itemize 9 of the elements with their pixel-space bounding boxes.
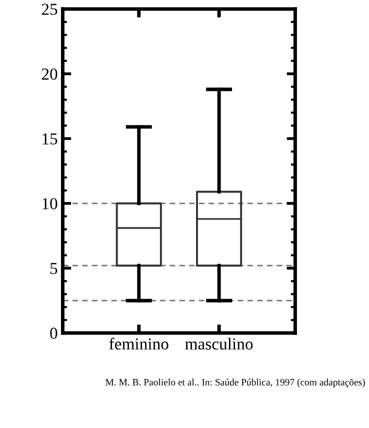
text: M. M. B. Paolielo et al.. In: Saúde Pública, 1997 (com adaptações) <box>106 378 365 388</box>
x-tick-label: feminino <box>109 338 168 350</box>
y-tick-label: 15 <box>42 133 58 145</box>
y-tick-label: 20 <box>42 68 58 80</box>
y-tick-label: 0 <box>50 328 58 339</box>
y-tick-label: 10 <box>42 198 58 210</box>
y-tick-label: 25 <box>42 4 58 15</box>
y-tick-label: 5 <box>50 263 58 274</box>
x-tick-label: masculino <box>185 338 253 350</box>
